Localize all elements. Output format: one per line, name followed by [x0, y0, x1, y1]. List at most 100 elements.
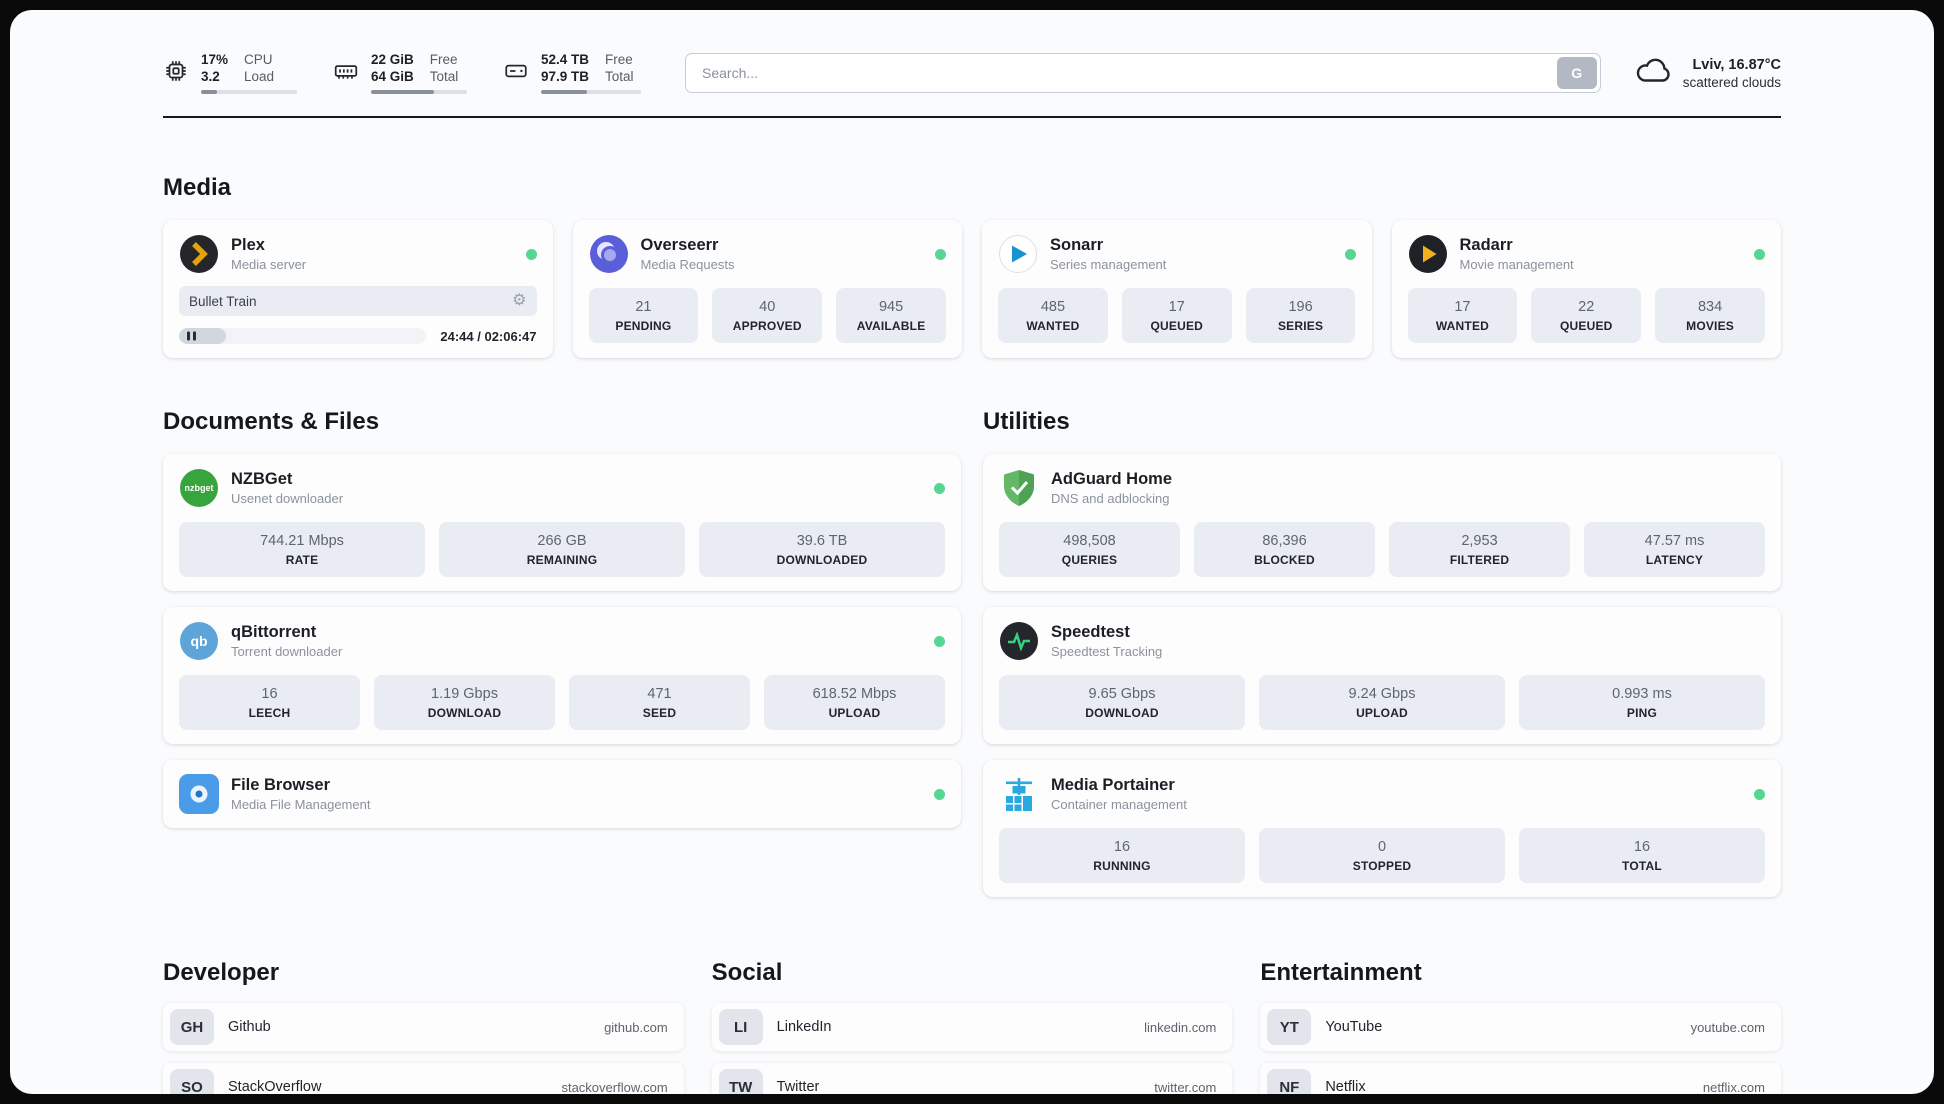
filebrowser-icon: [179, 774, 219, 814]
stat-tile: 17 WANTED: [1407, 288, 1518, 343]
disk-free-value: 52.4 TB: [541, 52, 590, 67]
disk-label-2: Total: [605, 69, 634, 84]
stat-tile: 16 LEECH: [179, 675, 360, 730]
stat-tile: 21 PENDING: [588, 288, 699, 343]
sonarr-icon: [998, 234, 1038, 274]
bookmark-abbr: TW: [718, 1069, 763, 1094]
bookmark-netflix[interactable]: NF Netflix netflix.com: [1260, 1063, 1781, 1094]
app-card-sonarr[interactable]: Sonarr Series management 485 WANTED 17 Q…: [982, 220, 1372, 358]
settings-gear-icon[interactable]: ⚙: [512, 292, 527, 309]
app-subtitle: Media server: [231, 257, 307, 272]
status-dot: [934, 482, 945, 494]
status-dot: [935, 248, 946, 260]
disk-label-1: Free: [605, 52, 633, 67]
stat-tile: 945 AVAILABLE: [836, 288, 946, 343]
bookmark-stackoverflow[interactable]: SO StackOverflow stackoverflow.com: [163, 1063, 684, 1094]
social-column: Social LI LinkedIn linkedin.com TW Twitt…: [711, 959, 1233, 1094]
ram-widget: 22 GiB 64 GiB Free Total: [333, 52, 467, 94]
svg-text:nzbget: nzbget: [185, 483, 214, 493]
app-card-nzbget[interactable]: nzbget NZBGet Usenet downloader 744.21 M…: [163, 454, 961, 591]
search-input[interactable]: [685, 53, 1601, 93]
app-name: File Browser: [231, 776, 331, 794]
radarr-icon: [1408, 234, 1448, 274]
stat-tile: 471 SEED: [569, 675, 750, 730]
pause-icon: [187, 331, 196, 341]
svg-text:qb: qb: [190, 633, 207, 649]
stat-tile: 16 TOTAL: [1519, 828, 1765, 883]
stat-tile: 16 RUNNING: [999, 828, 1245, 883]
now-playing-bar: Bullet Train ⚙: [179, 286, 537, 316]
status-dot: [934, 635, 945, 647]
bookmark-abbr: NF: [1267, 1069, 1312, 1094]
app-card-portainer[interactable]: Media Portainer Container management 16 …: [983, 760, 1781, 897]
app-card-qbittorrent[interactable]: qb qBittorrent Torrent downloader 16 LEE…: [163, 607, 961, 744]
stat-tile: 0.993 ms PING: [1519, 675, 1765, 730]
top-bar: 17% 3.2 CPU Load 22 GiB: [163, 52, 1781, 94]
app-card-overseerr[interactable]: Overseerr Media Requests 21 PENDING 40 A…: [572, 220, 962, 358]
bookmark-youtube[interactable]: YT YouTube youtube.com: [1260, 1003, 1781, 1051]
weather-condition: scattered clouds: [1682, 74, 1781, 90]
dashboard-surface: 17% 3.2 CPU Load 22 GiB: [10, 10, 1934, 1094]
stat-tile: 1.19 Gbps DOWNLOAD: [374, 675, 555, 730]
stat-tile: 47.57 ms LATENCY: [1584, 522, 1765, 577]
entertainment-column: Entertainment YT YouTube youtube.com NF …: [1260, 959, 1781, 1094]
bookmark-linkedin[interactable]: LI LinkedIn linkedin.com: [711, 1003, 1233, 1051]
app-name: Radarr: [1459, 236, 1513, 254]
stat-tile: 2,953 FILTERED: [1389, 522, 1570, 577]
app-card-adguard[interactable]: AdGuard Home DNS and adblocking 498,508 …: [983, 454, 1781, 591]
app-name: NZBGet: [231, 470, 293, 488]
status-dot: [1754, 788, 1765, 800]
app-name: Sonarr: [1050, 236, 1104, 254]
bookmark-abbr: GH: [170, 1009, 214, 1045]
app-card-filebrowser[interactable]: File Browser Media File Management: [163, 760, 961, 828]
qbittorrent-icon: qb: [179, 621, 219, 661]
now-playing-title: Bullet Train: [189, 293, 257, 309]
disk-total-value: 97.9 TB: [541, 69, 590, 84]
header-divider: [163, 116, 1781, 118]
app-subtitle: Container management: [1051, 797, 1187, 812]
cpu-usage-bar: [201, 90, 297, 94]
stat-tile: 498,508 QUERIES: [999, 522, 1180, 577]
bookmark-abbr: LI: [718, 1009, 763, 1045]
utilities-column: Utilities AdGuard Home DNS and adblockin…: [983, 408, 1781, 897]
nzbget-icon: nzbget: [179, 468, 219, 508]
cpu-label-1: CPU: [244, 52, 273, 67]
bookmark-github[interactable]: GH Github github.com: [163, 1003, 684, 1051]
app-subtitle: Media Requests: [640, 257, 735, 272]
stat-tile: 17 QUEUED: [1121, 288, 1232, 343]
documents-column: Documents & Files nzbget NZBGet Usenet d…: [163, 408, 961, 897]
playback-time: 24:44 / 02:06:47: [440, 328, 537, 344]
app-card-speedtest[interactable]: Speedtest Speedtest Tracking 9.65 Gbps D…: [983, 607, 1781, 744]
speedtest-icon: [999, 621, 1039, 661]
cpu-percent: 17%: [201, 52, 229, 67]
disk-usage-bar: [541, 90, 641, 94]
ram-label-1: Free: [429, 52, 458, 67]
app-card-plex[interactable]: Plex Media server Bullet Train ⚙ 24:44 /…: [163, 220, 553, 358]
stat-tile: 196 SERIES: [1245, 288, 1356, 343]
playback-progress-bar: [179, 328, 427, 344]
stat-tile: 40 APPROVED: [712, 288, 823, 343]
search-bar: G: [685, 53, 1601, 93]
stat-tile: 39.6 TB DOWNLOADED: [699, 522, 945, 577]
ram-free-value: 22 GiB: [371, 52, 414, 67]
app-name: AdGuard Home: [1051, 470, 1173, 488]
weather-widget: Lviv, 16.87°C scattered clouds: [1635, 57, 1781, 90]
app-subtitle: Speedtest Tracking: [1051, 644, 1163, 659]
ram-label-2: Total: [429, 69, 459, 84]
bookmark-abbr: SO: [170, 1069, 214, 1094]
app-card-radarr[interactable]: Radarr Movie management 17 WANTED 22 QUE…: [1391, 220, 1781, 358]
overseerr-icon: [589, 234, 629, 274]
app-name: Overseerr: [640, 236, 719, 254]
disk-widget: 52.4 TB 97.9 TB Free Total: [503, 52, 641, 94]
disk-icon: [503, 58, 529, 84]
search-engine-button[interactable]: G: [1556, 57, 1597, 89]
section-title-social: Social: [711, 959, 783, 986]
app-name: Plex: [231, 236, 265, 254]
stat-tile: 9.24 Gbps UPLOAD: [1259, 675, 1505, 730]
stat-tile: 618.52 Mbps UPLOAD: [764, 675, 945, 730]
stat-tile: 266 GB REMAINING: [439, 522, 685, 577]
ram-icon: [333, 58, 359, 84]
stat-tile: 485 WANTED: [998, 288, 1108, 343]
bookmark-twitter[interactable]: TW Twitter twitter.com: [711, 1063, 1233, 1094]
stat-tile: 834 MOVIES: [1655, 288, 1765, 343]
